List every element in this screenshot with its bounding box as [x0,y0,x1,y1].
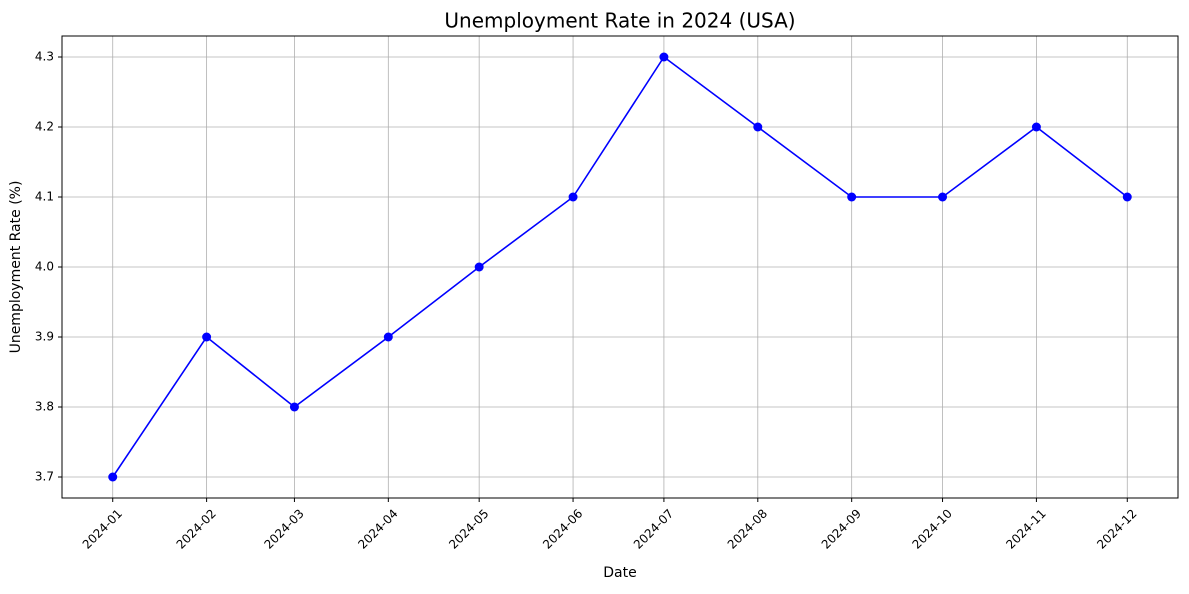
y-tick-label: 3.9 [35,330,54,344]
marker [1031,122,1041,132]
y-tick-label: 4.3 [35,50,54,64]
marker [753,122,763,132]
plot-frame [61,35,1179,499]
marker [568,192,578,202]
marker [383,332,393,342]
y-axis-label: Unemployment Rate (%) [8,181,24,354]
y-tick-label: 3.7 [35,470,54,484]
marker [1122,192,1132,202]
chart-title: Unemployment Rate in 2024 (USA) [444,9,795,33]
marker [289,402,299,412]
y-tick-label: 4.1 [35,190,54,204]
y-tick-label: 4.0 [35,260,54,274]
marker [847,192,857,202]
marker [202,332,212,342]
marker [938,192,948,202]
marker [108,472,118,482]
marker [659,52,669,62]
line [112,55,1128,478]
x-axis-label: Date [603,565,636,581]
marker [474,262,484,272]
y-tick-label: 3.8 [35,400,54,414]
y-tick-label: 4.2 [35,120,54,134]
